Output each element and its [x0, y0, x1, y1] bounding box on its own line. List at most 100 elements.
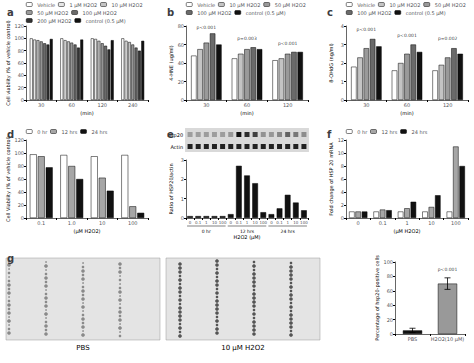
svg-text:3: 3 [181, 157, 184, 163]
svg-text:p<0.001: p<0.001 [357, 27, 377, 32]
svg-text:60: 60 [69, 102, 75, 108]
svg-text:50 μM H2O2: 50 μM H2O2 [435, 2, 466, 9]
svg-text:PBS: PBS [76, 344, 90, 352]
svg-text:Actin: Actin [170, 144, 183, 150]
svg-text:6: 6 [341, 176, 344, 182]
svg-text:60: 60 [404, 102, 410, 108]
svg-text:p=0.003: p=0.003 [237, 36, 257, 41]
svg-text:100: 100 [259, 220, 267, 225]
svg-text:60: 60 [387, 288, 393, 294]
svg-text:10: 10 [99, 220, 105, 226]
svg-text:80: 80 [18, 48, 24, 54]
svg-text:10 μM H2O2: 10 μM H2O2 [229, 2, 260, 9]
svg-text:Cell viability (% of vehicle c: Cell viability (% of vehicle control) [5, 20, 12, 106]
svg-text:60: 60 [18, 60, 24, 66]
svg-text:0: 0 [229, 220, 232, 225]
svg-text:p<0.001: p<0.001 [197, 25, 217, 30]
svg-text:100 μM H2O2: 100 μM H2O2 [197, 10, 231, 17]
svg-text:120: 120 [283, 102, 293, 108]
svg-text:40: 40 [178, 60, 184, 66]
svg-text:10: 10 [293, 220, 299, 225]
svg-text:a: a [7, 7, 14, 18]
svg-text:4-HNE (ug/ml): 4-HNE (ug/ml) [168, 45, 175, 80]
svg-text:10 μM H2O2: 10 μM H2O2 [389, 2, 420, 9]
svg-text:10 μM H2O2: 10 μM H2O2 [112, 2, 143, 9]
svg-text:4: 4 [341, 23, 344, 29]
svg-text:0.1: 0.1 [236, 220, 243, 225]
svg-text:p<0.001: p<0.001 [438, 267, 458, 272]
svg-text:20: 20 [387, 317, 393, 323]
svg-text:0: 0 [181, 97, 184, 103]
svg-text:p=0.002: p=0.002 [438, 36, 458, 41]
svg-text:1: 1 [286, 220, 289, 225]
svg-text:20: 20 [18, 85, 24, 91]
svg-text:Fold change of HSP 20 mRNA: Fold change of HSP 20 mRNA [328, 142, 335, 216]
svg-text:80: 80 [18, 163, 24, 169]
svg-text:0: 0 [181, 215, 184, 221]
svg-text:0.1: 0.1 [195, 220, 202, 225]
svg-text:Vehicle: Vehicle [197, 2, 215, 8]
svg-text:d: d [7, 129, 14, 140]
svg-text:60: 60 [18, 176, 24, 182]
svg-text:50 μM H2O2: 50 μM H2O2 [275, 2, 306, 9]
svg-text:Ratio of HSP20/actin: Ratio of HSP20/actin [168, 163, 174, 214]
svg-text:60: 60 [178, 42, 184, 48]
svg-text:c: c [327, 7, 333, 18]
svg-text:100 μM H2O2: 100 μM H2O2 [83, 10, 117, 17]
svg-text:0 hr: 0 hr [202, 229, 211, 234]
svg-text:Vehicle: Vehicle [357, 2, 375, 8]
svg-text:10: 10 [253, 220, 259, 225]
svg-text:1: 1 [341, 79, 344, 85]
svg-text:control (0.5 μM): control (0.5 μM) [406, 10, 446, 17]
svg-text:100: 100 [14, 150, 24, 156]
svg-text:1: 1 [205, 220, 208, 225]
svg-text:(min): (min) [240, 110, 253, 116]
svg-text:Vehicle: Vehicle [37, 2, 55, 8]
svg-text:120: 120 [14, 23, 24, 29]
svg-text:80: 80 [387, 273, 393, 279]
svg-text:(min): (min) [80, 110, 93, 116]
svg-text:12: 12 [338, 137, 344, 143]
svg-text:30: 30 [203, 102, 209, 108]
svg-text:e: e [167, 129, 174, 140]
svg-text:100: 100 [383, 259, 393, 265]
svg-text:Percentage of hsp20-positive c: Percentage of hsp20-positive cells [374, 255, 381, 341]
svg-text:10: 10 [428, 220, 434, 226]
svg-text:4: 4 [341, 189, 344, 195]
svg-text:1: 1 [405, 220, 408, 226]
svg-text:0.1: 0.1 [379, 220, 387, 226]
svg-text:10 μM H2O2: 10 μM H2O2 [221, 344, 265, 352]
svg-text:40: 40 [18, 189, 24, 195]
svg-text:100: 100 [451, 220, 461, 226]
svg-text:H2O2(10 μM): H2O2(10 μM) [431, 336, 464, 343]
svg-text:3: 3 [341, 42, 344, 48]
svg-text:30: 30 [363, 102, 369, 108]
svg-text:12 hrs: 12 hrs [61, 129, 77, 135]
svg-text:0: 0 [21, 215, 24, 221]
svg-text:1.0: 1.0 [68, 220, 76, 226]
svg-text:(μM H2O2): (μM H2O2) [73, 228, 100, 235]
svg-text:120: 120 [97, 102, 107, 108]
svg-text:g: g [7, 253, 14, 264]
svg-text:12 hrs: 12 hrs [381, 129, 397, 135]
svg-text:80: 80 [178, 23, 184, 29]
svg-text:40: 40 [18, 72, 24, 78]
svg-text:(min): (min) [400, 110, 413, 116]
svg-text:f: f [327, 129, 332, 140]
svg-text:100 μM H2O2: 100 μM H2O2 [357, 10, 391, 17]
svg-text:0: 0 [21, 97, 24, 103]
svg-text:2: 2 [341, 202, 344, 208]
svg-text:2: 2 [341, 60, 344, 66]
svg-text:1: 1 [246, 220, 249, 225]
svg-text:30: 30 [38, 102, 44, 108]
svg-text:0 hr: 0 hr [357, 129, 368, 135]
svg-text:10: 10 [212, 220, 218, 225]
svg-text:0: 0 [390, 331, 393, 337]
svg-text:control (0.5 μM): control (0.5 μM) [86, 18, 126, 25]
svg-text:20: 20 [18, 202, 24, 208]
svg-text:8: 8 [341, 163, 344, 169]
svg-text:100: 100 [219, 220, 227, 225]
svg-text:240: 240 [128, 102, 138, 108]
svg-text:0: 0 [270, 220, 273, 225]
svg-text:p<0.001: p<0.001 [278, 41, 298, 46]
